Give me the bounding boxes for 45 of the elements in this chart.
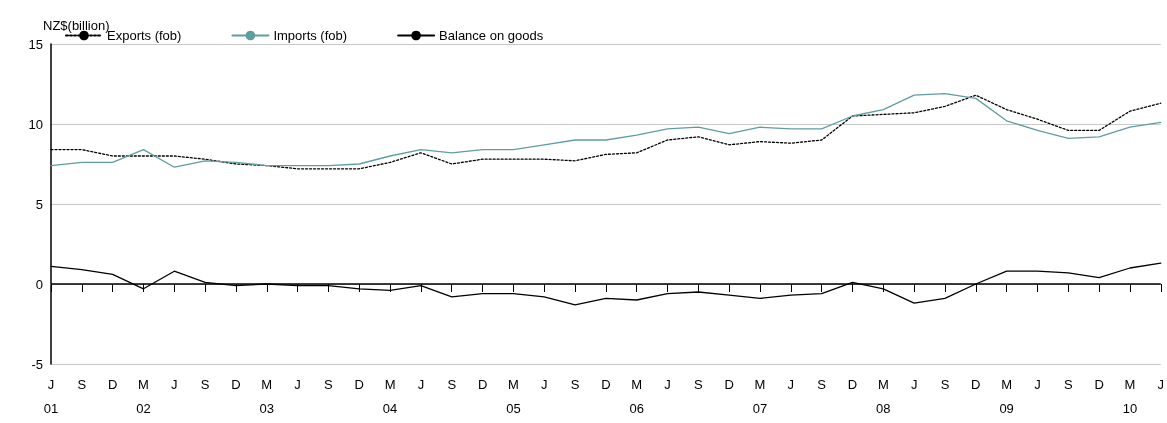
y-tick-label: 5: [35, 196, 43, 212]
x-tick-label: S: [817, 376, 827, 392]
x-tick-label: D: [971, 376, 981, 392]
x-tick-label: M 03: [259, 376, 275, 416]
y-tick-label: 0: [35, 276, 43, 292]
y-axis-title: NZ$(billion): [43, 18, 110, 33]
x-tick-label: S: [1063, 376, 1073, 392]
legend-label: Imports (fob): [273, 28, 348, 43]
x-tick-label: D: [1094, 376, 1104, 392]
x-tick-label: J: [417, 376, 425, 392]
x-tick-label: M 05: [506, 376, 521, 416]
x-tick-label: D: [107, 376, 118, 392]
x-tick-label: M 02: [136, 376, 151, 416]
x-tick-label: J: [1157, 376, 1164, 392]
x-tick-label: J: [910, 376, 918, 392]
x-tick-label: M 09: [999, 376, 1014, 416]
x-tick-label: D: [724, 376, 734, 392]
y-tick-label: -5: [31, 356, 43, 372]
x-tick-label: S: [940, 376, 950, 392]
x-tick-label: M 10: [1122, 376, 1138, 416]
x-tick-label: M 07: [752, 376, 768, 416]
x-tick-label: M 06: [629, 376, 644, 416]
legend-label: Balance on goods: [439, 28, 544, 43]
x-tick-label: D: [231, 376, 241, 392]
x-tick-label: S: [447, 376, 457, 392]
x-tick-label: S: [200, 376, 210, 392]
x-tick-label: J 01: [43, 376, 59, 416]
y-tick-label: 15: [28, 36, 43, 52]
x-tick-label: D: [354, 376, 364, 392]
x-tick-label: S: [694, 376, 704, 392]
x-tick-label: J: [664, 376, 671, 392]
x-tick-label: S: [324, 376, 334, 392]
x-tick-label: J: [540, 376, 548, 392]
x-tick-label: J: [787, 376, 795, 392]
x-tick-label: D: [601, 376, 611, 392]
x-tick-label: J: [171, 376, 178, 392]
x-tick-label: M 08: [876, 376, 891, 416]
x-tick-label: M 04: [382, 376, 398, 416]
x-tick-label: S: [570, 376, 580, 392]
x-tick-label: J: [1034, 376, 1041, 392]
x-tick-label: S: [77, 376, 87, 392]
x-tick-label: D: [847, 376, 858, 392]
x-tick-label: D: [477, 376, 488, 392]
y-tick-label: 10: [28, 116, 43, 132]
x-tick-label: J: [294, 376, 301, 392]
